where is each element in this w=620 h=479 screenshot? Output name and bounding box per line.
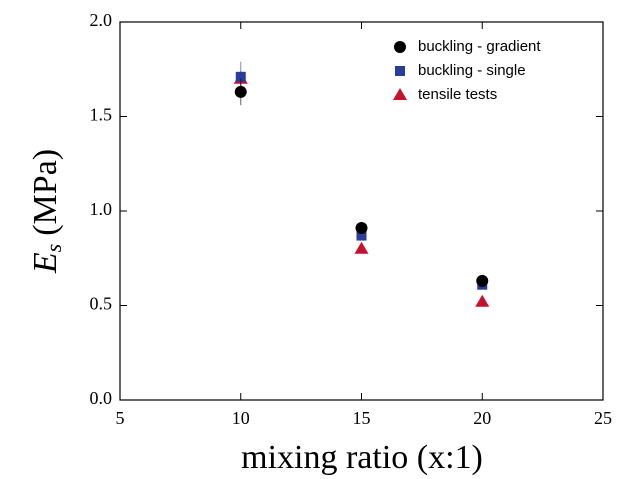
plot-frame (119, 21, 604, 401)
x-tick-label: 20 (473, 408, 491, 428)
marker (356, 230, 367, 241)
legend-marker (394, 41, 406, 53)
y-axis-label: Es (MPa) (27, 149, 66, 274)
legend-label: buckling - gradient (418, 38, 541, 55)
marker (354, 241, 369, 254)
legend-label: buckling - single (418, 62, 526, 79)
legend-marker (393, 88, 407, 100)
y-label-symbol: E (27, 252, 64, 274)
marker (355, 222, 368, 235)
y-tick-label: 0.5 (90, 294, 113, 314)
marker (235, 71, 246, 82)
y-label-subscript: s (41, 244, 66, 253)
x-tick-label: 5 (116, 408, 125, 428)
x-tick-label: 10 (232, 408, 250, 428)
y-tick-label: 1.5 (90, 105, 113, 125)
marker (476, 274, 489, 287)
x-axis-label: mixing ratio (x:1) (241, 439, 483, 476)
y-tick-label: 1.0 (90, 199, 113, 219)
y-tick-label: 0.0 (90, 388, 113, 408)
marker (475, 294, 490, 307)
y-label-unit: (MPa) (27, 149, 64, 236)
x-tick-label: 15 (353, 408, 371, 428)
legend-marker (395, 66, 405, 76)
x-tick-label: 25 (594, 408, 612, 428)
y-tick-label: 2.0 (90, 10, 113, 30)
marker (234, 85, 247, 98)
legend-label: tensile tests (418, 86, 497, 103)
